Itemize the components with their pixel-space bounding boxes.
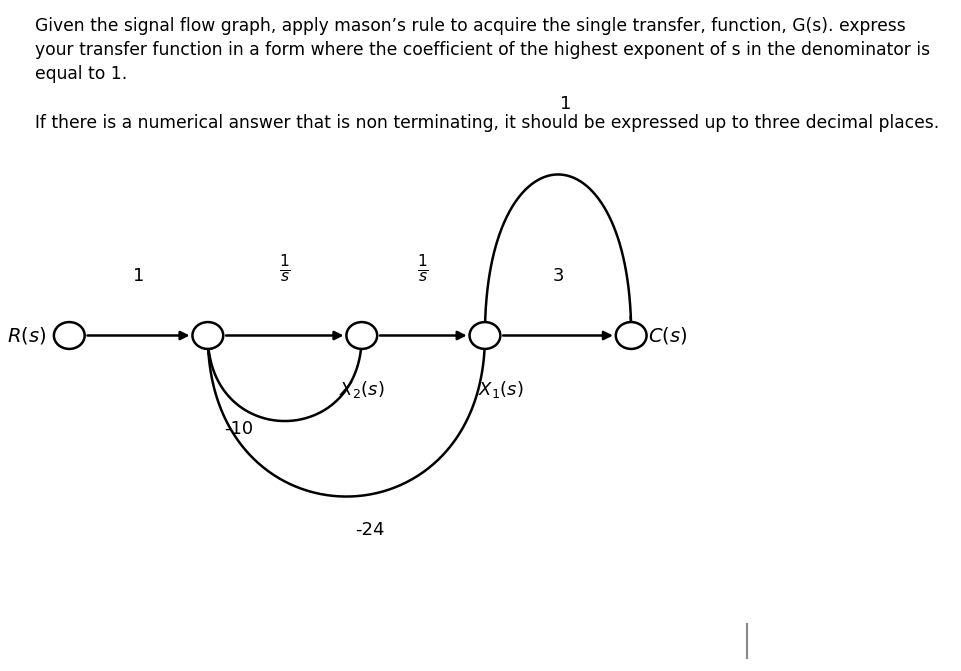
Text: -10: -10 (224, 421, 253, 438)
Circle shape (469, 322, 500, 349)
Text: $X_1(s)$: $X_1(s)$ (477, 379, 523, 400)
Text: Given the signal flow graph, apply mason’s rule to acquire the single transfer, : Given the signal flow graph, apply mason… (35, 17, 938, 132)
Circle shape (54, 322, 85, 349)
Text: 1: 1 (133, 267, 144, 285)
Text: $\frac{1}{s}$: $\frac{1}{s}$ (417, 253, 429, 285)
Circle shape (192, 322, 223, 349)
Text: 1: 1 (559, 95, 571, 113)
Text: $\frac{1}{s}$: $\frac{1}{s}$ (279, 253, 290, 285)
Circle shape (346, 322, 377, 349)
Text: $X_2(s)$: $X_2(s)$ (338, 379, 384, 400)
Text: $R(s)$: $R(s)$ (8, 325, 46, 346)
Text: -24: -24 (355, 521, 383, 539)
Circle shape (615, 322, 646, 349)
Text: 3: 3 (552, 267, 563, 285)
Text: $C(s)$: $C(s)$ (648, 325, 687, 346)
